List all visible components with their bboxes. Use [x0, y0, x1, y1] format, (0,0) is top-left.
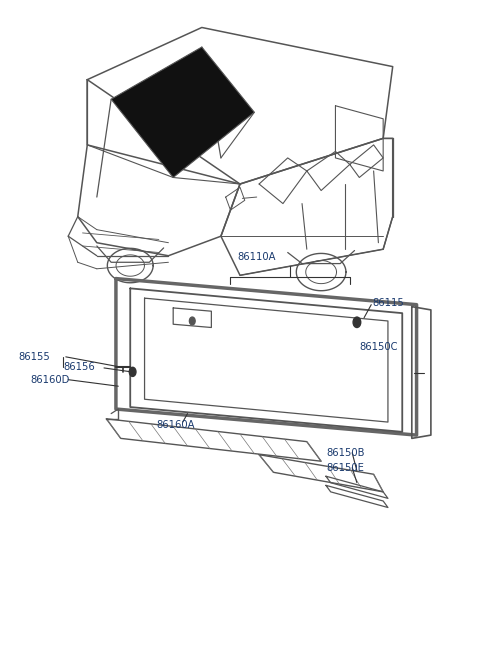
Circle shape — [190, 317, 195, 325]
Circle shape — [353, 317, 361, 328]
Text: 86150B: 86150B — [326, 448, 364, 458]
Circle shape — [129, 367, 136, 377]
Text: 86150E: 86150E — [326, 462, 364, 473]
Text: 86156: 86156 — [63, 362, 95, 371]
Text: 86155: 86155 — [18, 352, 50, 362]
Text: 86110A: 86110A — [238, 252, 276, 262]
Text: 86160A: 86160A — [156, 421, 195, 430]
Polygon shape — [111, 47, 254, 178]
Text: 86160D: 86160D — [30, 375, 70, 384]
Text: 86150C: 86150C — [360, 342, 398, 352]
Text: 86115: 86115 — [372, 298, 405, 308]
